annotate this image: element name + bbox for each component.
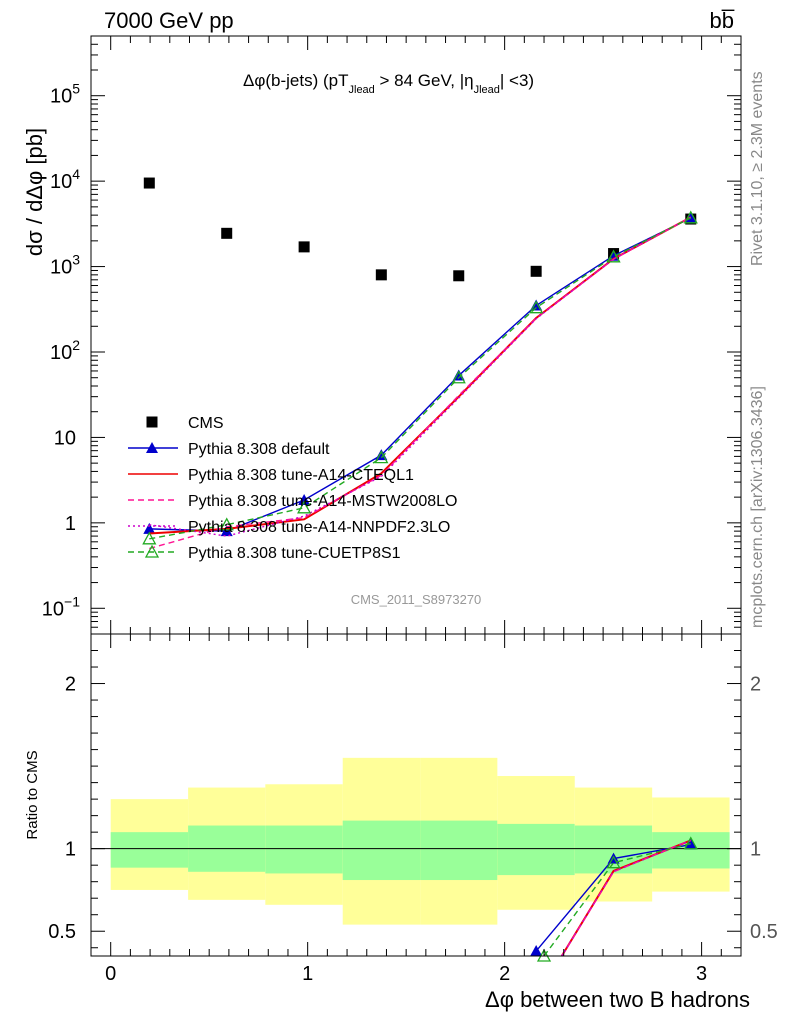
main-y-axis-label: dσ / dΔφ [pb] [22, 128, 47, 256]
ratio-point [607, 852, 620, 864]
data-point [529, 300, 544, 314]
data-point [453, 270, 465, 282]
analysis-watermark: CMS_2011_S8973270 [351, 592, 482, 607]
data-point [143, 177, 155, 189]
title-part-3: | <3) [500, 71, 534, 90]
inner-uncertainty-band [110, 832, 189, 868]
inner-uncertainty-band [497, 823, 575, 876]
tick-base: 10 [50, 86, 72, 108]
tick-base: 10 [42, 598, 64, 620]
tick-exponent: 4 [72, 166, 80, 182]
ratio-point [530, 945, 543, 957]
inner-uncertainty-band [342, 820, 421, 881]
main-y-tick-label: 103 [50, 252, 80, 279]
tick-base: 10 [50, 342, 72, 364]
main-y-tick-label: 10 [54, 427, 76, 449]
data-point [221, 227, 233, 239]
legend-marker [146, 442, 158, 453]
ratio-y-tick-label-left: 2 [65, 674, 76, 696]
main-y-tick-label: 1 [65, 513, 76, 535]
legend-label: Pythia 8.308 tune-A14-MSTW2008LO [188, 493, 457, 510]
tick-exponent: −1 [64, 593, 80, 609]
legend-marker [144, 544, 160, 558]
tick-base: 10 [50, 171, 72, 193]
ratio-point [683, 836, 698, 850]
legend: CMS Pythia 8.308 default Pythia 8.308 tune… [128, 415, 457, 562]
data-point [219, 517, 234, 531]
rivet-version-label: Rivet 3.1.10, ≥ 2.3M events [749, 71, 766, 266]
legend-marker [146, 416, 158, 428]
data-point [297, 500, 312, 514]
main-y-tick-label: 10−1 [42, 593, 80, 620]
x-tick-label: 1 [302, 963, 313, 985]
title-sub-2: Jlead [474, 84, 500, 96]
series-line [149, 217, 692, 532]
ratio-y-axis-label: Ratio to CMS [24, 750, 41, 839]
legend-label: Pythia 8.308 tune-A14-CTEQL1 [188, 467, 414, 484]
ratio-y-tick-label-right: 2 [750, 674, 761, 696]
series-line [149, 217, 692, 540]
data-point [142, 531, 157, 545]
series-line [149, 216, 692, 537]
ratio-plot-frame-top [90, 633, 742, 957]
data-point [220, 525, 233, 537]
x-tick-label: 3 [696, 963, 707, 985]
main-y-tick-label: 102 [50, 337, 80, 364]
ratio-series-group [530, 836, 698, 962]
ratio-y-tick-label-left: 1 [65, 839, 76, 861]
series-line [149, 216, 692, 535]
inner-uncertainty-band [420, 820, 498, 881]
title-part-2: > 84 GeV, |η [375, 71, 474, 90]
ratio-y-tick-label-right: 0.5 [750, 921, 778, 943]
main-x-ticks [110, 36, 742, 634]
x-axis-label: Δφ between two B hadrons [485, 987, 750, 1012]
tick-base: 10 [50, 257, 72, 279]
data-point [530, 265, 542, 277]
title-sub-1: Jlead [349, 84, 375, 96]
legend-label: Pythia 8.308 default [188, 441, 330, 458]
title-part-1: Δφ(b-jets) (pT [243, 71, 349, 90]
ratio-uncertainty-bands [110, 757, 730, 925]
ratio-y-tick-label-left: 0.5 [48, 921, 76, 943]
tick-exponent: 2 [72, 337, 80, 353]
main-y-tick-label: 105 [50, 81, 80, 108]
data-point [143, 522, 156, 534]
ratio-y-tick-label-right: 1 [750, 839, 761, 861]
series-line [149, 216, 692, 550]
legend-label: CMS [188, 415, 224, 432]
mcplots-label: mcplots.cern.ch [arXiv:1306.3436] [749, 386, 766, 628]
inner-uncertainty-band [265, 825, 343, 874]
inner-uncertainty-band [574, 825, 653, 874]
legend-label: Pythia 8.308 tune-CUETP8S1 [188, 545, 401, 562]
data-point [683, 210, 698, 224]
tick-exponent: 3 [72, 252, 80, 268]
ratio-plot-panel: 0 1 2 3 0.5 0.5 1 1 2 2 Ratio to CMS Δφ between t… [24, 633, 778, 1012]
main-series-group [142, 177, 698, 550]
ratio-series-line [561, 839, 692, 957]
tick-exponent: 5 [72, 81, 80, 97]
plot-title: Δφ(b-jets) (pTJlead > 84 GeV, |ηJlead| <… [243, 71, 534, 96]
header-energy-label: 7000 GeV pp [104, 8, 234, 33]
ratio-point [606, 855, 621, 869]
data-point [375, 269, 387, 281]
data-point [374, 450, 389, 464]
data-point [451, 370, 466, 384]
header-process-label: bb̅ [710, 8, 735, 33]
x-tick-label: 2 [499, 963, 510, 985]
data-point [298, 241, 310, 253]
ratio-ticks: 0 1 2 3 0.5 0.5 1 1 2 2 [48, 633, 778, 985]
x-tick-label: 0 [105, 963, 116, 985]
legend-label: Pythia 8.308 tune-A14-NNPDF2.3LO [188, 519, 450, 536]
data-point [298, 494, 311, 506]
data-point [606, 249, 621, 263]
main-y-tick-label: 104 [50, 166, 80, 193]
